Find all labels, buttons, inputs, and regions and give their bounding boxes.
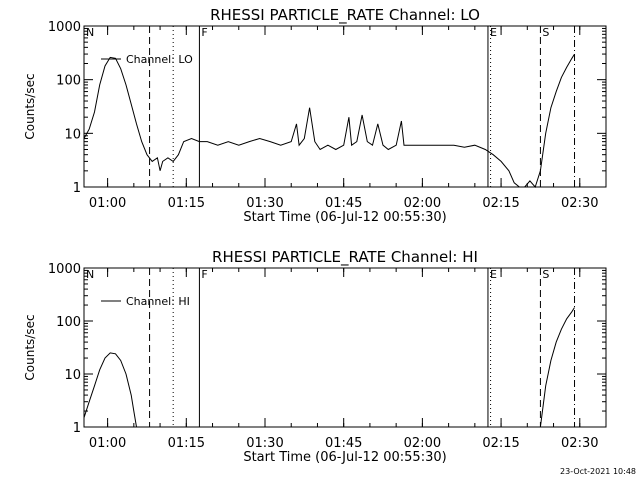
x-axis-title: Start Time (06-Jul-12 00:55:30) (243, 210, 446, 225)
y-tick-label: 100 (56, 74, 81, 89)
x-tick-label: 02:00 (404, 436, 441, 451)
series-line (83, 53, 575, 188)
event-marker-label: S (542, 26, 549, 39)
y-tick-label: 1000 (48, 20, 81, 35)
y-tick-label: 100 (56, 315, 81, 330)
lo-channel-panel: RHESSI PARTICLE_RATE Channel: LO 1 10 100 10… (23, 6, 607, 225)
y-axis-ticks: 1 10 100 1000 (48, 262, 606, 436)
event-marker-label: E (490, 268, 497, 281)
y-tick-label: 1 (73, 421, 81, 436)
y-tick-label: 1000 (48, 262, 81, 277)
x-tick-label: 02:15 (482, 196, 519, 211)
x-tick-label: 01:45 (325, 196, 362, 211)
x-axis-ticks: 01:00 01:15 01:30 01:45 02:00 02:15 02:30 (89, 26, 599, 211)
series-line (83, 352, 137, 428)
x-tick-label: 01:30 (246, 196, 283, 211)
legend-label: Channel: LO (126, 53, 193, 66)
chart-title: RHESSI PARTICLE_RATE Channel: LO (210, 6, 480, 25)
series-line (539, 307, 575, 428)
x-tick-label: 01:30 (246, 436, 283, 451)
event-marker-label: F (201, 268, 207, 281)
x-tick-label: 01:15 (168, 196, 205, 211)
event-marker-label: S (542, 268, 549, 281)
x-tick-label: 02:30 (561, 196, 598, 211)
x-axis-ticks: 01:00 01:15 01:30 01:45 02:00 02:15 02:30 (89, 268, 599, 451)
legend: Channel: LO (101, 53, 193, 66)
footer-timestamp: 23-Oct-2021 10:48 (560, 467, 636, 476)
x-tick-label: 01:00 (89, 196, 126, 211)
y-axis-title: Counts/sec (23, 73, 37, 139)
event-marker-label: N (86, 268, 94, 281)
x-axis-title: Start Time (06-Jul-12 00:55:30) (243, 450, 446, 465)
y-tick-label: 10 (64, 368, 81, 383)
hi-channel-panel: RHESSI PARTICLE_RATE Channel: HI 1 10 100 10… (23, 248, 607, 465)
legend: Channel: HI (101, 295, 190, 308)
legend-label: Channel: HI (126, 295, 190, 308)
y-axis-ticks: 1 10 100 1000 (48, 20, 606, 196)
x-tick-label: 01:45 (325, 436, 362, 451)
x-tick-label: 01:15 (168, 436, 205, 451)
plot-frame (83, 267, 607, 428)
event-marker-label: E (490, 26, 497, 39)
y-tick-label: 10 (64, 127, 81, 142)
x-tick-label: 02:00 (404, 196, 441, 211)
x-tick-label: 02:30 (561, 436, 598, 451)
x-tick-label: 02:15 (482, 436, 519, 451)
y-tick-label: 1 (73, 181, 81, 196)
event-marker-label: N (86, 26, 94, 39)
chart-title: RHESSI PARTICLE_RATE Channel: HI (212, 248, 478, 267)
event-marker-label: F (201, 26, 207, 39)
y-axis-title: Counts/sec (23, 314, 37, 380)
x-tick-label: 01:00 (89, 436, 126, 451)
